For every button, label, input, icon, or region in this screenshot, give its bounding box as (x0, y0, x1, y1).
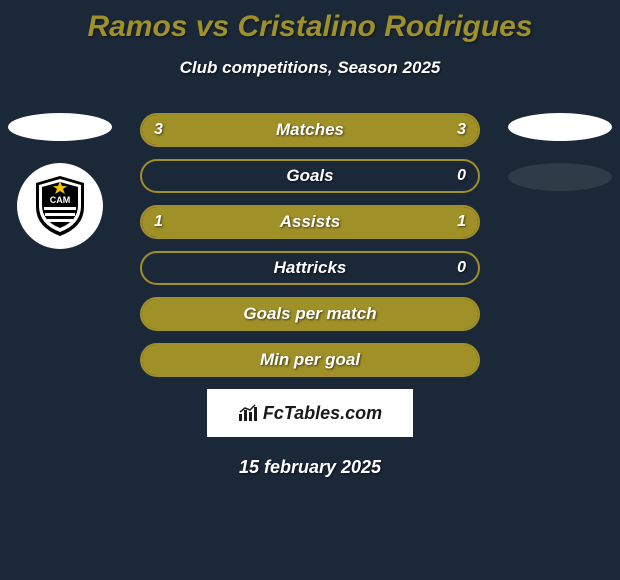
comparison-content: CAM Matches33Goals0Assists11Hattricks0Go… (0, 113, 620, 478)
stat-label: Goals per match (142, 299, 478, 329)
stat-label: Assists (142, 207, 478, 237)
stat-bar-hattricks: Hattricks0 (140, 251, 480, 285)
stat-label: Hattricks (142, 253, 478, 283)
subtitle: Club competitions, Season 2025 (0, 58, 620, 78)
player-right-name-oval (508, 113, 612, 141)
stat-bar-min-per-goal: Min per goal (140, 343, 480, 377)
player-right-club-oval (508, 163, 612, 191)
stat-value-left: 3 (154, 115, 163, 145)
stat-bar-assists: Assists1 1 (140, 205, 480, 239)
stat-value-right: 3 (457, 115, 466, 145)
stat-label: Matches (142, 115, 478, 145)
stat-label: Min per goal (142, 345, 478, 375)
player-left-name-oval (8, 113, 112, 141)
player-left-club-badge: CAM (17, 163, 103, 249)
stat-value-right: 0 (457, 253, 466, 283)
stat-value-right: 0 (457, 161, 466, 191)
stat-bars: Matches33Goals0Assists11Hattricks0Goals … (140, 113, 480, 377)
stat-label: Goals (142, 161, 478, 191)
date-text: 15 february 2025 (0, 457, 620, 478)
atletico-mineiro-shield-icon: CAM (34, 175, 86, 237)
chart-icon (238, 404, 258, 422)
svg-text:CAM: CAM (50, 195, 71, 205)
stat-bar-goals-per-match: Goals per match (140, 297, 480, 331)
fctables-watermark: FcTables.com (207, 389, 413, 437)
stat-bar-matches: Matches3 3 (140, 113, 480, 147)
player-right-column (500, 113, 620, 191)
fctables-text: FcTables.com (263, 403, 382, 424)
fctables-label: FcTables.com (238, 403, 382, 424)
stat-value-right: 1 (457, 207, 466, 237)
player-left-column: CAM (0, 113, 120, 249)
page-title: Ramos vs Cristalino Rodrigues (0, 0, 620, 44)
stat-value-left: 1 (154, 207, 163, 237)
stat-bar-goals: Goals0 (140, 159, 480, 193)
